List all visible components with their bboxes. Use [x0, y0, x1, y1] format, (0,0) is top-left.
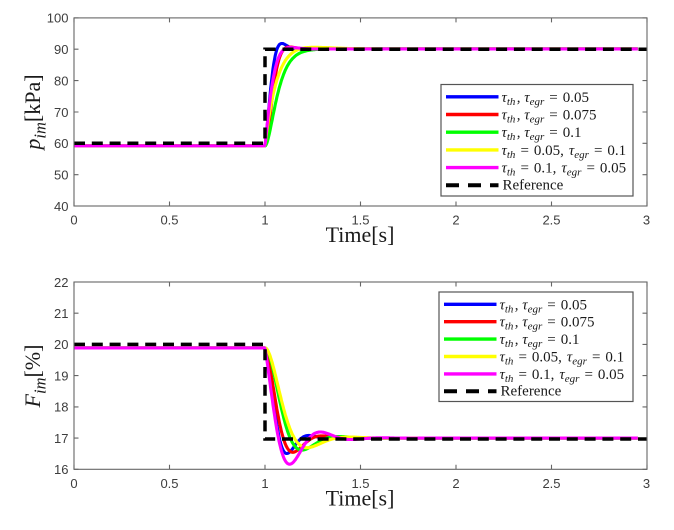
svg-text:2.5: 2.5: [542, 213, 560, 228]
svg-text:τth , τegr = 0.075: τth , τegr = 0.075: [500, 315, 595, 333]
svg-text:Fim[%]: Fim[%]: [20, 345, 50, 409]
svg-text:τth = 0.1, τegr = 0.05: τth = 0.1, τegr = 0.05: [500, 367, 625, 385]
svg-text:1: 1: [261, 476, 268, 491]
svg-text:20: 20: [54, 337, 68, 352]
svg-text:τth , τegr = 0.05: τth , τegr = 0.05: [502, 90, 589, 108]
svg-text:0: 0: [70, 476, 77, 491]
svg-text:3: 3: [643, 213, 650, 228]
svg-text:τth , τegr = 0.1: τth , τegr = 0.1: [500, 332, 580, 350]
svg-text:19: 19: [54, 368, 68, 383]
svg-text:2: 2: [452, 213, 459, 228]
svg-text:80: 80: [54, 73, 68, 88]
svg-text:22: 22: [54, 275, 68, 290]
svg-text:21: 21: [54, 306, 68, 321]
svg-text:τth , τegr = 0.05: τth , τegr = 0.05: [500, 297, 587, 315]
svg-text:2: 2: [452, 476, 459, 491]
svg-text:Reference: Reference: [501, 383, 562, 399]
svg-text:18: 18: [54, 400, 68, 415]
svg-text:0.5: 0.5: [160, 213, 178, 228]
svg-text:τth , τegr = 0.1: τth , τegr = 0.1: [502, 125, 582, 143]
svg-text:40: 40: [54, 199, 68, 214]
svg-text:3: 3: [643, 476, 650, 491]
svg-text:70: 70: [54, 105, 68, 120]
svg-text:Time[s]: Time[s]: [326, 222, 395, 247]
svg-text:16: 16: [54, 462, 68, 477]
svg-text:50: 50: [54, 168, 68, 183]
svg-text:τth = 0.05, τegr = 0.1: τth = 0.05, τegr = 0.1: [500, 350, 625, 368]
svg-text:60: 60: [54, 136, 68, 151]
svg-text:100: 100: [47, 11, 69, 26]
svg-text:2.5: 2.5: [542, 476, 560, 491]
svg-text:17: 17: [54, 431, 68, 446]
svg-text:1: 1: [261, 213, 268, 228]
svg-text:τth = 0.05, τegr = 0.1: τth = 0.05, τegr = 0.1: [502, 143, 627, 161]
svg-text:Reference: Reference: [503, 177, 564, 193]
svg-text:90: 90: [54, 42, 68, 57]
svg-text:1.5: 1.5: [351, 476, 369, 491]
svg-text:τth = 0.1, τegr = 0.05: τth = 0.1, τegr = 0.05: [502, 161, 627, 179]
svg-text:0.5: 0.5: [160, 476, 178, 491]
svg-text:0: 0: [70, 213, 77, 228]
svg-text:pim[kPa]: pim[kPa]: [20, 74, 50, 151]
svg-text:Time[s]: Time[s]: [326, 486, 395, 511]
svg-text:1.5: 1.5: [351, 213, 369, 228]
svg-text:τth , τegr = 0.075: τth , τegr = 0.075: [502, 108, 597, 126]
